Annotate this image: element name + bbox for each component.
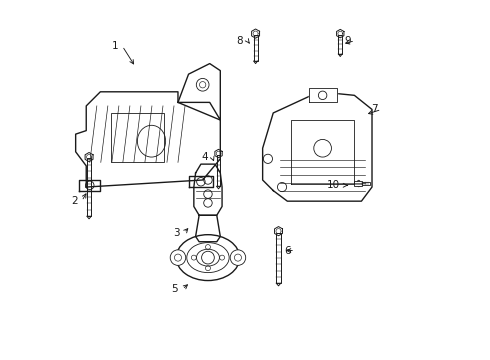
Circle shape (170, 250, 186, 265)
Polygon shape (263, 92, 372, 201)
Polygon shape (75, 92, 220, 187)
Text: 7: 7 (370, 104, 377, 114)
Text: 2: 2 (71, 196, 77, 206)
Polygon shape (194, 164, 222, 215)
Bar (362, 182, 369, 185)
Polygon shape (291, 120, 354, 184)
Bar (354, 181, 362, 186)
Text: 5: 5 (172, 284, 178, 294)
Bar (217, 155, 221, 186)
Polygon shape (251, 29, 260, 38)
Polygon shape (254, 35, 258, 61)
Polygon shape (85, 153, 93, 162)
Polygon shape (215, 149, 222, 158)
Polygon shape (87, 158, 91, 216)
Polygon shape (79, 180, 100, 190)
Text: 1: 1 (111, 41, 118, 51)
Ellipse shape (176, 235, 240, 280)
Polygon shape (339, 35, 342, 54)
Polygon shape (274, 226, 283, 236)
Polygon shape (217, 155, 221, 186)
Bar (276, 233, 281, 283)
Text: 4: 4 (201, 152, 208, 162)
Polygon shape (309, 88, 337, 102)
Text: 10: 10 (327, 180, 340, 190)
Bar (87, 158, 91, 216)
Polygon shape (196, 215, 220, 242)
Text: 3: 3 (173, 228, 180, 238)
Text: 9: 9 (344, 36, 351, 46)
Bar (339, 35, 342, 54)
Bar (254, 35, 258, 61)
Text: 8: 8 (237, 36, 243, 46)
Polygon shape (276, 233, 281, 283)
Polygon shape (337, 30, 344, 38)
Polygon shape (189, 176, 213, 187)
Text: 6: 6 (284, 246, 291, 256)
Ellipse shape (357, 180, 361, 187)
Circle shape (230, 250, 245, 265)
Polygon shape (178, 64, 220, 120)
